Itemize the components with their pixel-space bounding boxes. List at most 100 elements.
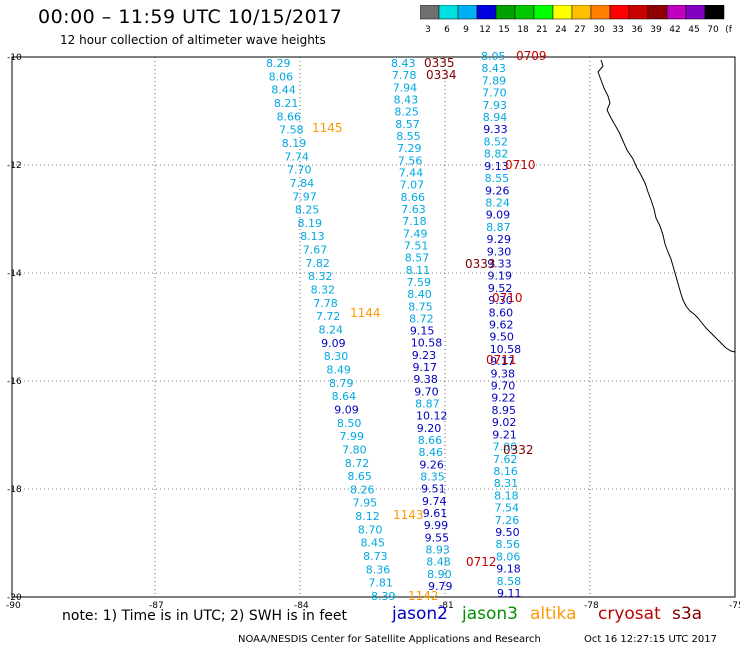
s3a-track-swh-label: 8.57	[395, 118, 420, 131]
map-subtitle: 12 hour collection of altimeter wave hei…	[60, 33, 326, 47]
cryosat-track-swh-label: 9.29	[487, 233, 512, 246]
cryosat-track-swh-label: 9.17	[490, 355, 514, 368]
lat-tick-label: -12	[7, 161, 22, 171]
cryosat-track-swh-label: 7.00	[493, 441, 517, 454]
cryosat-track-swh-label: 9.52	[488, 282, 513, 295]
cryosat-track-swh-label: 8.56	[496, 538, 521, 551]
s3a-track-swh-label: 8.90	[427, 568, 452, 581]
s3a-track-swh-label: 10.12	[416, 410, 448, 423]
footer-credit: NOAA/NESDIS Center for Satellite Applica…	[238, 634, 541, 645]
s3a-track-swh-label: 9.61	[423, 507, 448, 520]
cryosat-track-swh-label: 8.31	[494, 477, 519, 490]
cryosat-track-swh-label: 9.38	[491, 367, 516, 380]
cryosat-track-swh-label: 8.87	[486, 221, 511, 234]
cryosat-track-swh-label: 7.70	[482, 87, 507, 100]
altika-track-swh-label: 7.84	[290, 177, 315, 190]
altika-track-swh-label: 7.82	[305, 257, 330, 270]
cryosat-track-swh-label: 8.82	[484, 148, 509, 161]
s3a-track-swh-label: 8.93	[425, 544, 450, 557]
s3a-track-swh-label: 7.59	[407, 276, 432, 289]
map-frame	[11, 56, 736, 598]
s3a-track-swh-label: 9.51	[421, 483, 446, 496]
cryosat-track-swh-label: 7.54	[495, 502, 520, 515]
cryosat-track-swh-label: 8.18	[494, 489, 518, 502]
cryosat-track-swh-label: 8.52	[484, 135, 509, 148]
altika-track-swh-label: 7.67	[303, 244, 328, 257]
time-label-altika: 1143	[393, 508, 424, 522]
altika-track-swh-label: 8.49	[326, 364, 351, 377]
cryosat-track-swh-label: 7.26	[495, 514, 520, 527]
cryosat-track-swh-label: 10.58	[490, 343, 522, 356]
colorbar-label: 39	[650, 25, 662, 35]
time-label-altika: 1142	[408, 589, 439, 603]
colorbar-label: 21	[536, 25, 547, 35]
s3a-track-swh-label: 9.55	[425, 531, 450, 544]
time-label-s3a: 0334	[426, 68, 457, 82]
s3a-track-swh-label: 7.44	[399, 167, 424, 180]
cryosat-track-swh-label: 8.06	[496, 550, 521, 563]
altika-track-swh-label: 9.09	[321, 337, 346, 350]
altika-track-swh-label: 8.24	[319, 324, 344, 337]
s3a-track-swh-label: 9.20	[417, 422, 442, 435]
altika-track-swh-label: 8.79	[329, 377, 354, 390]
altika-track-swh-label: 8.32	[311, 284, 336, 297]
cryosat-track-swh-label: 9.33	[483, 123, 508, 136]
legend-jason3: jason3	[462, 604, 518, 624]
coastline	[597, 59, 736, 353]
lat-tick-label: -20	[7, 593, 22, 603]
s3a-track-swh-label: 7.78	[392, 69, 417, 82]
altika-track-swh-label: 8.65	[347, 470, 372, 483]
legend-s3a: s3a	[672, 604, 703, 624]
cryosat-track-swh-label: 8.60	[489, 306, 513, 319]
altika-track-swh-label: 8.70	[358, 523, 383, 536]
legend-cryosat: cryosat	[598, 604, 661, 624]
lat-tick-label: -10	[7, 53, 22, 63]
s3a-track-swh-label: 7.51	[404, 239, 429, 252]
cryosat-track-swh-label: 9.62	[489, 319, 514, 332]
colorbar-label: 9	[463, 25, 469, 35]
altika-track-swh-label: 8.73	[363, 550, 388, 563]
cryosat-track-swh-label: 7.93	[483, 99, 508, 112]
colorbar-label: 12	[479, 25, 490, 35]
cryosat-track-swh-label: 8.95	[492, 404, 517, 417]
s3a-track-swh-label: 7.94	[393, 81, 418, 94]
altika-track-swh-label: 7.81	[368, 577, 393, 590]
altika-track-swh-label: 7.58	[279, 124, 304, 137]
s3a-track-swh-label: 8.72	[409, 312, 434, 325]
time-label-cryosat: 0711	[486, 353, 517, 367]
time-label-s3a: 0335	[424, 56, 455, 70]
lon-tick-label: -87	[149, 601, 164, 611]
time-label-altika: 1145	[312, 121, 343, 135]
legend-note: note: 1) Time is in UTC; 2) SWH is in fe…	[62, 608, 348, 624]
cryosat-track-swh-label: 8.24	[485, 197, 510, 210]
time-label-s3a: 0333	[465, 257, 496, 271]
altika-track-swh-label: 8.45	[361, 537, 386, 550]
s3a-track-swh-label: 7.07	[400, 179, 425, 192]
s3a-track-swh-label: 9.17	[413, 361, 438, 374]
colorbar-label: 33	[612, 25, 623, 35]
s3a-track-swh-label: 9.23	[412, 349, 437, 362]
s3a-track-swh-label: 9.15	[410, 325, 435, 338]
cryosat-track-swh-label: 9.70	[491, 380, 516, 393]
cryosat-track-swh-label: 9.30	[488, 294, 513, 307]
cryosat-track-swh-label: 8.16	[493, 465, 518, 478]
cryosat-track-swh-label: 9.09	[486, 209, 511, 222]
lon-tick-label: -90	[6, 601, 21, 611]
colorbar-label: (ft)	[725, 25, 732, 35]
cryosat-track-swh-label: 8.94	[483, 111, 508, 124]
altika-track-swh-label: 8.64	[332, 390, 357, 403]
altika-track-swh-label: 8.19	[298, 217, 323, 230]
cryosat-track-swh-label: 8.58	[497, 575, 521, 588]
lon-tick-label: -75	[729, 601, 740, 611]
colorbar-label: 70	[707, 25, 719, 35]
s3a-track-swh-label: 10.58	[411, 337, 443, 350]
cryosat-track-swh-label: 9.50	[489, 331, 514, 344]
lat-tick-label: -16	[7, 377, 22, 387]
altika-track-swh-label: 8.32	[308, 270, 333, 283]
colorbar-label: 18	[517, 25, 529, 35]
colorbar-label: 27	[574, 25, 585, 35]
time-label-cryosat: 0709	[516, 49, 547, 63]
altika-track-swh-label: 8.26	[350, 483, 375, 496]
altika-track-swh-label: 8.29	[266, 57, 291, 70]
